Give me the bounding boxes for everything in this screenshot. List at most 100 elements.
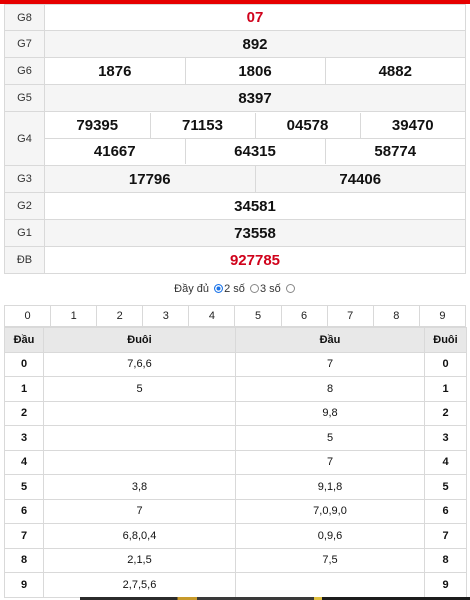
prize-label: G2 [4,192,45,220]
prize-row-g4: G4 79395 71153 04578 39470 41667 64315 5… [4,111,466,166]
prize-value: 892 [44,30,466,58]
banner-image-edge [80,597,470,600]
digit-filter: 0 1 2 3 4 5 6 7 8 9 [3,305,467,327]
loto-key: 9 [4,572,44,598]
prize-value: 04578 [254,113,360,138]
loto-key: 5 [4,474,44,500]
option-three-label[interactable]: 3 số [259,283,281,295]
loto-heads: 7 [235,351,425,377]
prize-label: G8 [4,4,45,31]
loto-key: 3 [4,425,44,451]
loto-tails: 6,8,0,4 [43,523,236,549]
digit-filter-item[interactable]: 1 [50,305,98,327]
loto-heads [235,572,425,598]
prize-values-cell: 1876 1806 4882 [44,57,466,85]
results-table: G8 07 G7 892 G6 1876 1806 4882 G5 8397 G… [4,4,466,274]
prize-row-g8: G8 07 [4,4,466,31]
prize-label: G1 [4,219,45,247]
digit-filter-item[interactable]: 4 [188,305,236,327]
prize-values: 1876 1806 4882 [45,58,465,84]
prize-label: G5 [4,84,45,112]
loto-row: 6 7 7,0,9,0 6 [4,498,467,524]
loto-heads: 7,0,9,0 [235,498,425,524]
prize-value: 74406 [254,166,465,192]
prize-label: G6 [4,57,45,85]
prize-label: ĐB [4,246,45,274]
loto-key: 2 [4,400,44,426]
loto-header-row: Đầu Đuôi Đầu Đuôi [4,327,467,353]
loto-heads: 7,5 [235,547,425,573]
prize-row-special: ĐB 927785 [4,246,466,274]
loto-tails: 2,7,5,6 [43,572,236,598]
digit-filter-item[interactable]: 6 [280,305,328,327]
prize-value: 34581 [44,192,466,220]
prize-row-g3: G3 17796 74406 [4,165,466,193]
prize-value: 58774 [324,138,465,164]
loto-heads: 9,1,8 [235,474,425,500]
prize-label: G7 [4,30,45,58]
loto-tails: 7,6,6 [43,351,236,377]
loto-key: 0 [4,351,44,377]
prize-value: 73558 [44,219,466,247]
loto-key: 8 [4,547,44,573]
loto-key: 3 [424,425,467,451]
loto-heads: 0,9,6 [235,523,425,549]
prize-values: 79395 71153 04578 39470 [45,113,465,138]
loto-key: 5 [424,474,467,500]
prize-value: 1806 [184,58,325,84]
prize-label: G4 [4,111,45,166]
loto-row: 2 9,8 2 [4,400,467,426]
loto-key: 7 [424,523,467,549]
header-dau: Đầu [235,327,425,353]
loto-heads: 5 [235,425,425,451]
loto-row: 5 3,8 9,1,8 5 [4,474,467,500]
digit-filter-item[interactable]: 5 [234,305,282,327]
loto-tails: 5 [43,376,236,402]
header-duoi: Đuôi [43,327,236,353]
digit-filter-item[interactable]: 0 [3,305,52,327]
digit-filter-item[interactable]: 2 [96,305,144,327]
loto-key: 6 [424,498,467,524]
display-options: Đầy đủ 2 số 3 số [0,283,470,295]
loto-tails: 7 [43,498,236,524]
loto-key: 1 [4,376,44,402]
prize-label: G3 [4,165,45,193]
loto-key: 8 [424,547,467,573]
digit-filter-item[interactable]: 3 [142,305,190,327]
prize-row-g6: G6 1876 1806 4882 [4,57,466,85]
radio-three-digits[interactable] [249,284,259,293]
loto-row: 9 2,7,5,6 9 [4,572,467,598]
prize-row-g7: G7 892 [4,30,466,58]
prize-value: 17796 [45,166,255,192]
radio-two-digits[interactable] [214,284,224,293]
prize-row-g2: G2 34581 [4,192,466,220]
prize-value: 1876 [98,62,132,80]
loto-tails [43,449,236,475]
loto-key: 6 [4,498,44,524]
loto-key: 4 [424,449,467,475]
digit-filter-item[interactable]: 8 [372,305,420,327]
loto-key: 1 [424,376,467,402]
loto-heads: 7 [235,449,425,475]
loto-heads: 9,8 [235,400,425,426]
prize-values-cell: 17796 74406 [44,165,466,193]
digit-filter-item[interactable]: 9 [418,305,467,327]
prize-value: 07 [44,4,466,31]
loto-key: 4 [4,449,44,475]
radio-extra[interactable] [285,284,295,293]
digit-filter-item[interactable]: 7 [326,305,374,327]
option-two-label[interactable]: 2 số [224,283,245,295]
option-full-label[interactable]: Đầy đủ [174,283,210,295]
loto-row: 8 2,1,5 7,5 8 [4,547,467,573]
prize-values-cell: 79395 71153 04578 39470 41667 64315 5877… [44,111,466,166]
loto-tails: 3,8 [43,474,236,500]
loto-key: 9 [424,572,467,598]
prize-row-g1: G1 73558 [4,219,466,247]
loto-row: 0 7,6,6 7 0 [4,351,467,377]
prize-value: 71153 [149,113,255,138]
loto-heads: 8 [235,376,425,402]
prize-value: 41667 [93,143,136,160]
